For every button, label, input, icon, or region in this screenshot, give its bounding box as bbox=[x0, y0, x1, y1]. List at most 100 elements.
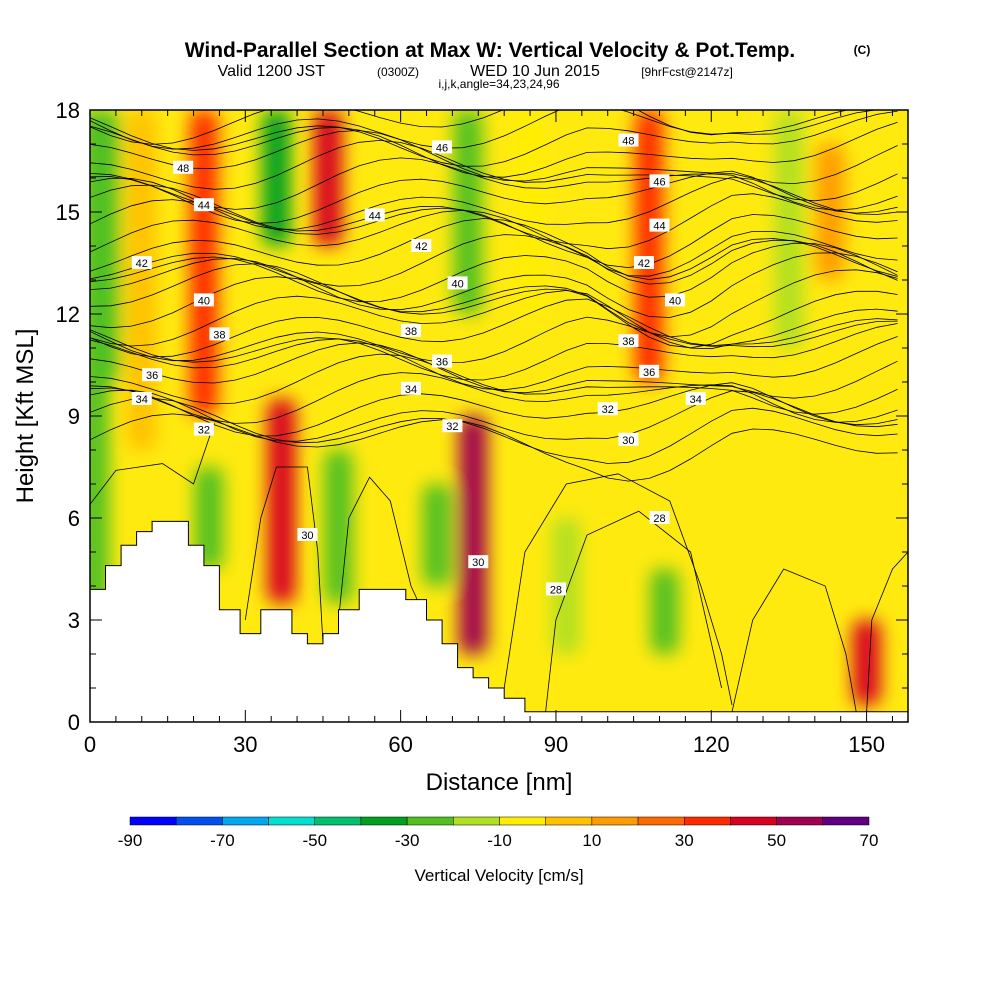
isentrope-line bbox=[338, 476, 427, 621]
isentrope-line bbox=[503, 473, 733, 706]
isentrope-line bbox=[90, 176, 898, 230]
colorbar-tick-label: 50 bbox=[767, 831, 786, 850]
x-axis-title: Distance [nm] bbox=[426, 769, 573, 796]
svg-text:34: 34 bbox=[136, 394, 148, 406]
x-tick-label: 90 bbox=[544, 732, 568, 757]
colorbar-swatch bbox=[545, 816, 593, 826]
colorbar-swatch bbox=[268, 816, 315, 826]
isentrope-line bbox=[90, 298, 898, 358]
svg-text:30: 30 bbox=[622, 435, 634, 447]
chart-title: Wind-Parallel Section at Max W: Vertical… bbox=[185, 39, 796, 62]
colorbar-swatch bbox=[175, 816, 223, 826]
contour-label: 40 bbox=[447, 276, 468, 290]
x-tick-label: 30 bbox=[233, 732, 257, 757]
forecast-info: [9hrFcst@2147z] bbox=[641, 65, 733, 79]
colorbar-ticks: -90 -70 -50 -30 -10 10 30 50 70 bbox=[118, 831, 879, 850]
svg-text:38: 38 bbox=[622, 336, 634, 348]
isentrope-line bbox=[90, 184, 898, 250]
isentrope-line bbox=[90, 139, 898, 202]
contour-label: 40 bbox=[193, 293, 214, 307]
svg-text:30: 30 bbox=[472, 557, 484, 569]
contour-label: 30 bbox=[468, 555, 489, 569]
y-tick-label: 18 bbox=[56, 98, 80, 123]
isentrope-line bbox=[90, 389, 898, 442]
colorbar-swatch bbox=[499, 816, 546, 826]
contour-label: 44 bbox=[649, 218, 670, 233]
colorbar-swatch bbox=[637, 816, 685, 826]
isentrope-line bbox=[90, 130, 898, 185]
contour-label: 38 bbox=[209, 327, 230, 341]
contour-label: 34 bbox=[131, 392, 152, 406]
colorbar-swatch bbox=[406, 816, 454, 826]
svg-text:32: 32 bbox=[602, 404, 614, 416]
x-tick-label: 120 bbox=[693, 732, 730, 757]
colorbar-tick-label: 10 bbox=[582, 831, 601, 850]
y-tick-label: 15 bbox=[56, 200, 80, 225]
colorbar-tick-label: 30 bbox=[675, 831, 694, 850]
contour-label: 40 bbox=[665, 293, 686, 307]
colorbar-swatch bbox=[591, 816, 639, 826]
contour-label: 28 bbox=[649, 511, 670, 525]
velocity-cell bbox=[552, 518, 581, 654]
isentrope-line bbox=[90, 110, 898, 167]
contour-label: 42 bbox=[633, 256, 654, 270]
svg-text:36: 36 bbox=[643, 367, 655, 379]
colorbar-swatch bbox=[222, 816, 269, 826]
isentrope-line bbox=[866, 551, 908, 712]
svg-text:28: 28 bbox=[550, 584, 562, 596]
isentrope-line bbox=[90, 372, 898, 424]
contour-label: 34 bbox=[685, 392, 706, 406]
contour-label: 36 bbox=[142, 368, 163, 382]
contour-label: 46 bbox=[432, 140, 453, 154]
velocity-cell bbox=[314, 110, 343, 246]
velocity-cell bbox=[262, 110, 291, 246]
svg-text:48: 48 bbox=[177, 163, 189, 175]
velocity-cell bbox=[267, 399, 296, 603]
velocity-cell bbox=[459, 416, 488, 654]
isentrope-line bbox=[90, 234, 898, 287]
svg-text:40: 40 bbox=[198, 295, 210, 307]
colorbar-swatch bbox=[776, 816, 824, 826]
isentrope-line bbox=[545, 510, 722, 712]
colorbar-tick-label: 70 bbox=[860, 831, 879, 850]
terrain-mask bbox=[90, 520, 908, 722]
isentrope-line bbox=[90, 263, 898, 338]
x-tick-label: 0 bbox=[84, 732, 96, 757]
colorbar-swatch bbox=[730, 816, 777, 826]
contour-labels: 48 44 42 40 38 36 34 32 30 46 44 42 40 38 36 34 32 30 28 48… bbox=[131, 133, 706, 596]
y-tick-label: 12 bbox=[56, 302, 80, 327]
isentrope-line bbox=[90, 121, 898, 178]
potential-temperature-contours bbox=[90, 110, 908, 712]
svg-text:48: 48 bbox=[622, 136, 634, 148]
contour-label: 32 bbox=[193, 422, 214, 437]
contour-label: 36 bbox=[639, 364, 660, 379]
svg-text:34: 34 bbox=[405, 384, 417, 396]
isentrope-line bbox=[90, 242, 898, 303]
colorbar-title: Vertical Velocity [cm/s] bbox=[414, 866, 583, 885]
contour-label: 34 bbox=[400, 381, 421, 396]
contour-label: 30 bbox=[618, 432, 639, 447]
svg-text:38: 38 bbox=[405, 326, 417, 338]
isentrope-line bbox=[90, 110, 898, 150]
svg-text:44: 44 bbox=[653, 221, 665, 233]
contour-label: 48 bbox=[173, 160, 194, 175]
svg-text:44: 44 bbox=[198, 200, 210, 212]
velocity-cell bbox=[650, 569, 679, 654]
y-tick-label: 3 bbox=[68, 608, 80, 633]
contour-label: 42 bbox=[411, 239, 432, 253]
x-tick-label: 60 bbox=[388, 732, 412, 757]
svg-text:42: 42 bbox=[415, 241, 427, 253]
y-axis-title: Height [Kft MSL] bbox=[12, 329, 39, 504]
plot-area: 48 44 42 40 38 36 34 32 30 46 44 42 40 38 36 34 32 30 28 48… bbox=[90, 110, 908, 722]
contour-label: 44 bbox=[364, 208, 385, 222]
valid-date: WED 10 Jun 2015 bbox=[470, 63, 600, 80]
svg-text:44: 44 bbox=[369, 210, 381, 222]
svg-text:42: 42 bbox=[136, 258, 148, 270]
svg-text:36: 36 bbox=[436, 357, 448, 369]
colorbar-swatch bbox=[129, 816, 177, 826]
grid-indices: i,j,k,angle=34,23,24,96 bbox=[438, 77, 559, 91]
svg-text:34: 34 bbox=[690, 394, 702, 406]
svg-text:46: 46 bbox=[436, 142, 448, 154]
velocity-cell bbox=[195, 467, 224, 569]
